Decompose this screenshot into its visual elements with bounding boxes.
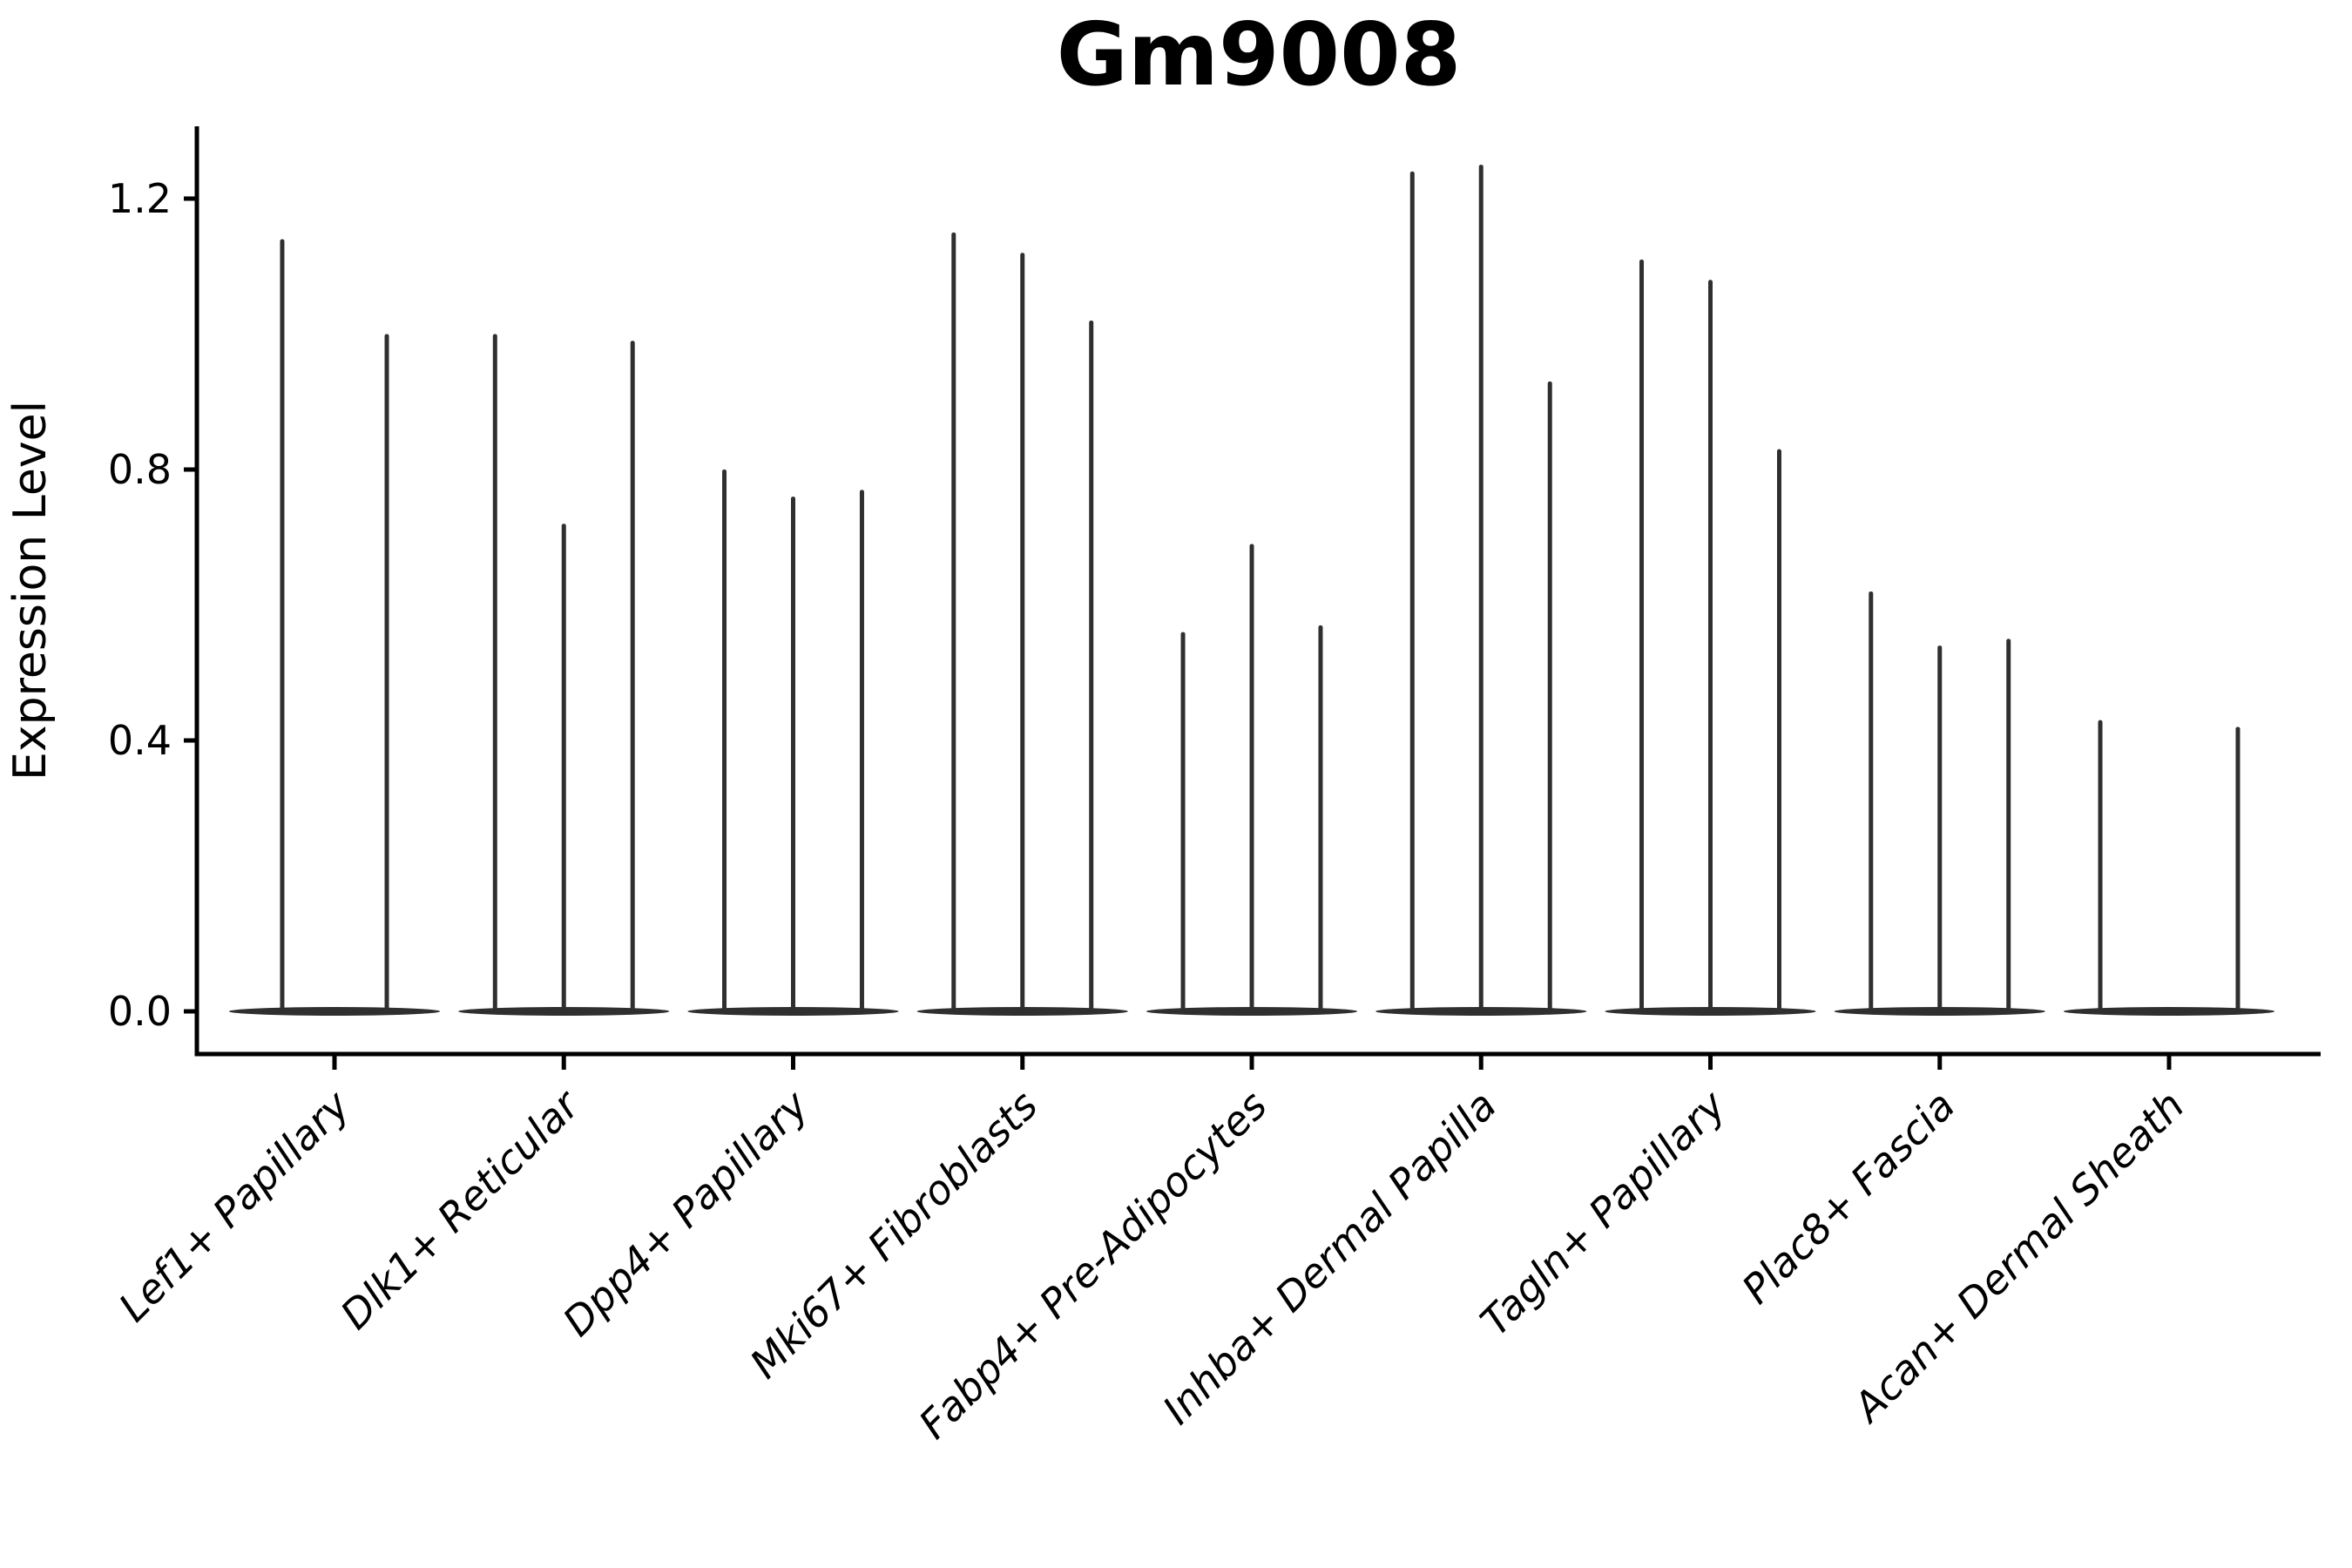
violin-group	[916, 232, 1128, 1016]
violin-spike	[2098, 720, 2103, 1013]
violin-base	[228, 1007, 441, 1016]
violin-spike	[1089, 320, 1094, 1013]
violin-spike	[1020, 253, 1025, 1013]
violin-group	[228, 239, 441, 1016]
y-tick-label: 0.4	[108, 717, 172, 764]
violin-group	[1605, 259, 1816, 1016]
violin-spike	[1937, 645, 1943, 1013]
y-tick-label: 1.2	[108, 175, 172, 222]
violin-spike	[1318, 625, 1323, 1013]
violin-spike	[1478, 165, 1484, 1013]
violin-spike	[859, 490, 864, 1013]
x-tick-label: Lef1+ Papillary	[110, 1081, 359, 1330]
violin-group	[1375, 165, 1587, 1016]
violin-spike	[1869, 591, 1874, 1013]
violin-spike	[492, 334, 497, 1013]
y-tick-label: 0.8	[108, 446, 172, 493]
violin-spike	[2235, 727, 2240, 1013]
violins-layer	[228, 165, 2275, 1016]
violin-spike	[1409, 171, 1415, 1013]
violin-spike	[2006, 639, 2011, 1013]
violin-spike	[1708, 280, 1713, 1013]
violin-group	[1834, 591, 2045, 1016]
violin-spike	[1249, 544, 1254, 1013]
y-tick-label: 0.0	[108, 988, 172, 1035]
violin-spike	[561, 524, 566, 1013]
violin-spike	[1547, 381, 1552, 1013]
violin-spike	[630, 341, 635, 1013]
violin-base	[2063, 1007, 2275, 1016]
violin-group	[2063, 720, 2275, 1016]
chart-title: Gm9008	[1057, 3, 1462, 105]
violin-spike	[722, 470, 727, 1013]
violin-spike	[1180, 632, 1186, 1013]
violin-spike	[280, 239, 285, 1013]
x-tick-label: Tagln+ Papillary	[1471, 1081, 1735, 1345]
violin-group	[458, 334, 670, 1016]
x-tick-label: Plac8+ Fascia	[1733, 1082, 1963, 1313]
y-axis-label: Expression Level	[4, 401, 57, 781]
violin-spike	[1776, 449, 1781, 1013]
violin-spike	[791, 497, 795, 1013]
violin-group	[1146, 544, 1358, 1016]
violin-spike	[951, 232, 956, 1013]
x-tick-label: Dlk1+ Reticular	[331, 1079, 590, 1338]
x-tick-label: Dpp4+ Papillary	[554, 1081, 818, 1345]
violin-spike	[384, 334, 389, 1013]
violin-group	[687, 470, 899, 1016]
violin-spike	[1639, 259, 1645, 1014]
